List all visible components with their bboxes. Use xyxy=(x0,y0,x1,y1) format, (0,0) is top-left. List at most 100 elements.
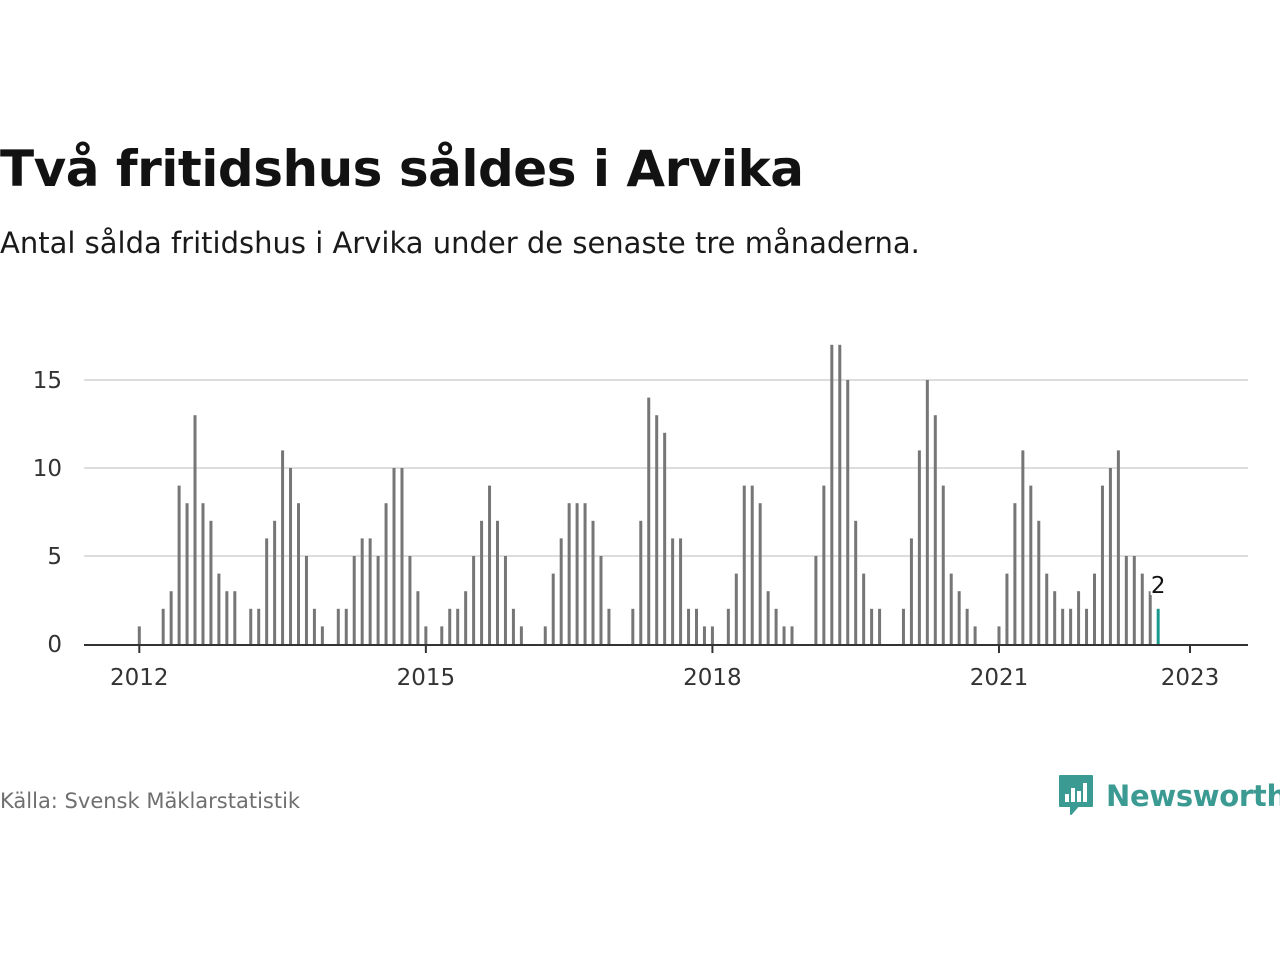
bar xyxy=(384,503,388,644)
bar xyxy=(814,556,818,644)
annotations: 2 xyxy=(1149,571,1168,601)
brand-logo[interactable]: Newsworthy xyxy=(1058,773,1280,819)
bar xyxy=(766,591,770,644)
bar xyxy=(933,415,937,644)
bar xyxy=(503,556,507,644)
bar xyxy=(161,608,165,644)
bar xyxy=(392,468,396,644)
bar xyxy=(790,626,794,644)
bar xyxy=(519,626,523,644)
bar xyxy=(1053,591,1057,644)
bar xyxy=(854,520,858,644)
bar xyxy=(304,556,308,644)
bar xyxy=(464,591,468,644)
bar xyxy=(734,573,738,644)
bar xyxy=(1045,573,1049,644)
bar xyxy=(352,556,356,644)
bar xyxy=(312,608,316,644)
bar xyxy=(209,520,213,644)
bar xyxy=(320,626,324,644)
bar xyxy=(750,485,754,644)
bar xyxy=(511,608,515,644)
bar xyxy=(575,503,579,644)
bar xyxy=(639,520,643,644)
bar xyxy=(647,397,651,644)
bar xyxy=(710,626,714,644)
bar xyxy=(193,415,197,644)
bar xyxy=(543,626,547,644)
bar xyxy=(344,608,348,644)
bar xyxy=(1061,608,1065,644)
bar xyxy=(1100,485,1104,644)
bar xyxy=(583,503,587,644)
bar xyxy=(838,344,842,644)
bar xyxy=(559,538,563,644)
chart-title: Två fritidshus såldes i Arvika xyxy=(0,140,804,198)
bar xyxy=(846,380,850,644)
bar xyxy=(273,520,277,644)
bar xyxy=(1069,608,1073,644)
bar xyxy=(878,608,882,644)
bar xyxy=(631,608,635,644)
bar xyxy=(416,591,420,644)
bar xyxy=(774,608,778,644)
bar xyxy=(265,538,269,644)
bar xyxy=(663,432,667,644)
bar xyxy=(185,503,189,644)
bar xyxy=(360,538,364,644)
x-axis-ticks: 2012 2015 2018 2021 2023 xyxy=(110,645,1219,691)
bar-chart-speech-bubble-icon xyxy=(1059,775,1093,815)
bar xyxy=(1037,520,1041,644)
bar xyxy=(1132,556,1136,644)
brand-name: Newsworthy xyxy=(1106,779,1280,813)
x-tick-label: 2021 xyxy=(970,665,1029,691)
bar xyxy=(496,520,499,644)
bar xyxy=(901,608,905,644)
bar-highlight xyxy=(1156,608,1160,644)
bar xyxy=(671,538,675,644)
x-tick-label: 2018 xyxy=(683,665,742,691)
bar xyxy=(702,626,706,644)
bar xyxy=(965,608,969,644)
bar xyxy=(225,591,229,644)
bar xyxy=(1140,573,1144,644)
bar xyxy=(1029,485,1033,644)
bar xyxy=(297,503,300,644)
bar xyxy=(137,626,141,644)
bar xyxy=(1148,591,1152,644)
bar xyxy=(1116,450,1120,644)
x-tick-label: 2015 xyxy=(397,665,456,691)
bar xyxy=(400,468,404,644)
chart-subtitle: Antal sålda fritidshus i Arvika under de… xyxy=(0,226,920,260)
bar xyxy=(1021,450,1025,644)
bar xyxy=(742,485,746,644)
bar xyxy=(925,380,929,644)
bar xyxy=(591,520,595,644)
bar xyxy=(472,556,476,644)
y-tick-label: 0 xyxy=(47,632,62,658)
bar xyxy=(1108,468,1112,644)
x-tick-label: 2012 xyxy=(110,665,169,691)
bar xyxy=(1124,556,1128,644)
y-axis-ticks: 0 5 10 15 xyxy=(33,368,62,658)
bar xyxy=(424,626,428,644)
bar xyxy=(909,538,913,644)
bar xyxy=(862,573,866,644)
bar xyxy=(336,608,340,644)
bar xyxy=(870,608,874,644)
bar xyxy=(830,344,834,644)
bar xyxy=(249,608,253,644)
bar xyxy=(758,503,762,644)
bar xyxy=(448,608,452,644)
bar xyxy=(1013,503,1017,644)
bar xyxy=(1077,591,1081,644)
bar-chart: 0 5 10 15 2012 2015 2018 2021 2023 2 xyxy=(33,344,1248,691)
bar xyxy=(233,591,237,644)
bar xyxy=(973,626,977,644)
bar xyxy=(408,556,412,644)
bar xyxy=(1085,608,1089,644)
bar xyxy=(726,608,730,644)
bar xyxy=(551,573,555,644)
bar xyxy=(217,573,221,644)
bar xyxy=(368,538,372,644)
